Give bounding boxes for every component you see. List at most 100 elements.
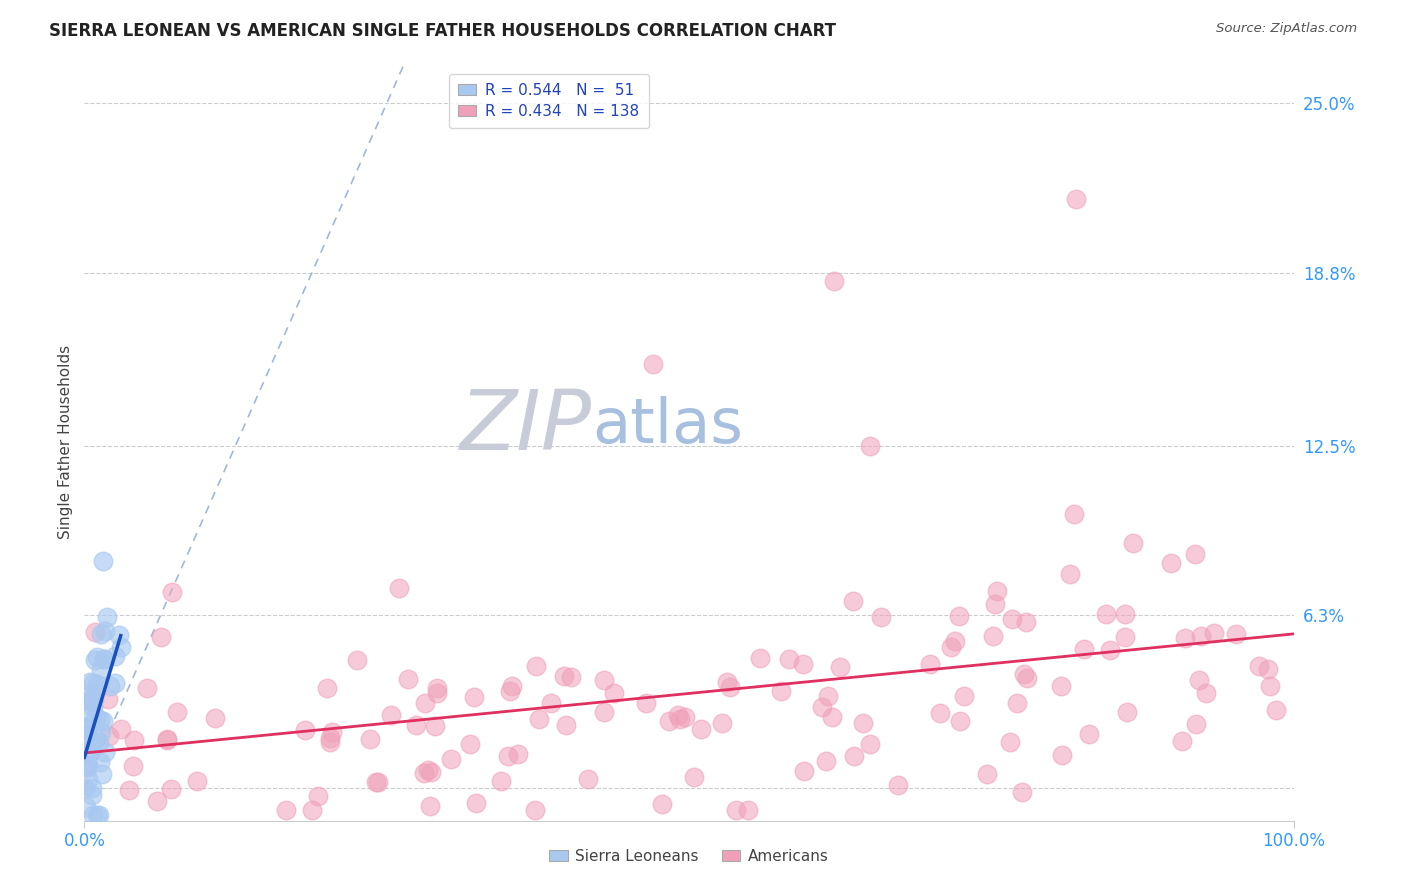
Point bbox=[641, 357, 664, 371]
Point bbox=[440, 752, 463, 766]
Point bbox=[412, 766, 434, 780]
Point bbox=[97, 691, 120, 706]
Point bbox=[1050, 747, 1073, 762]
Point bbox=[93, 624, 115, 638]
Point bbox=[135, 681, 157, 695]
Point bbox=[419, 799, 441, 814]
Point bbox=[423, 719, 446, 733]
Point bbox=[83, 692, 105, 706]
Point bbox=[859, 737, 882, 751]
Point bbox=[1174, 632, 1197, 646]
Point bbox=[1225, 627, 1247, 641]
Point bbox=[364, 774, 387, 789]
Point bbox=[321, 724, 343, 739]
Point bbox=[1063, 507, 1085, 521]
Point bbox=[301, 803, 323, 817]
Point bbox=[77, 706, 100, 720]
Point bbox=[817, 689, 839, 703]
Point bbox=[943, 634, 966, 648]
Point bbox=[554, 718, 576, 732]
Text: Source: ZipAtlas.com: Source: ZipAtlas.com bbox=[1216, 22, 1357, 36]
Point bbox=[294, 723, 316, 737]
Point bbox=[526, 659, 548, 673]
Point bbox=[388, 581, 411, 595]
Point bbox=[122, 732, 145, 747]
Point bbox=[1160, 557, 1182, 571]
Point bbox=[426, 681, 449, 695]
Point bbox=[82, 735, 104, 749]
Point bbox=[76, 757, 98, 772]
Point bbox=[737, 803, 759, 817]
Point bbox=[1195, 686, 1218, 700]
Point bbox=[779, 652, 801, 666]
Point bbox=[948, 608, 970, 623]
Point bbox=[725, 803, 748, 817]
Point bbox=[98, 679, 121, 693]
Point bbox=[73, 720, 96, 734]
Point bbox=[1114, 631, 1136, 645]
Point bbox=[1122, 535, 1144, 549]
Point bbox=[118, 783, 141, 797]
Point bbox=[491, 774, 513, 789]
Point bbox=[464, 796, 486, 810]
Text: SIERRA LEONEAN VS AMERICAN SINGLE FATHER HOUSEHOLDS CORRELATION CHART: SIERRA LEONEAN VS AMERICAN SINGLE FATHER… bbox=[49, 22, 837, 40]
Point bbox=[1064, 192, 1087, 206]
Point bbox=[1114, 607, 1136, 621]
Point bbox=[307, 789, 329, 804]
Point bbox=[186, 773, 208, 788]
Point bbox=[73, 748, 96, 763]
Point bbox=[86, 677, 108, 691]
Point bbox=[527, 712, 550, 726]
Point bbox=[1001, 612, 1024, 626]
Point bbox=[1258, 679, 1281, 693]
Point bbox=[498, 749, 520, 764]
Point bbox=[93, 651, 115, 665]
Y-axis label: Single Father Households: Single Father Households bbox=[58, 344, 73, 539]
Point bbox=[929, 706, 952, 720]
Point bbox=[666, 707, 689, 722]
Point bbox=[499, 684, 522, 698]
Point bbox=[576, 772, 599, 787]
Point bbox=[770, 683, 793, 698]
Legend: Sierra Leoneans, Americans: Sierra Leoneans, Americans bbox=[543, 843, 835, 870]
Point bbox=[830, 659, 852, 673]
Point bbox=[540, 696, 562, 710]
Point bbox=[96, 610, 118, 624]
Point bbox=[870, 610, 893, 624]
Point bbox=[87, 808, 110, 822]
Point bbox=[82, 676, 104, 690]
Point bbox=[716, 674, 738, 689]
Point bbox=[110, 722, 132, 736]
Point bbox=[852, 716, 875, 731]
Point bbox=[810, 700, 832, 714]
Point bbox=[160, 584, 183, 599]
Point bbox=[1095, 607, 1118, 621]
Point bbox=[984, 598, 1007, 612]
Point bbox=[156, 733, 179, 747]
Point bbox=[1257, 662, 1279, 676]
Point bbox=[122, 759, 145, 773]
Point bbox=[204, 711, 226, 725]
Point bbox=[458, 737, 481, 751]
Point bbox=[1005, 696, 1028, 710]
Point bbox=[1078, 727, 1101, 741]
Point bbox=[673, 709, 696, 723]
Point bbox=[1073, 642, 1095, 657]
Point bbox=[146, 794, 169, 808]
Point bbox=[76, 800, 98, 814]
Point bbox=[981, 629, 1004, 643]
Point bbox=[560, 671, 582, 685]
Point bbox=[76, 760, 98, 774]
Point bbox=[416, 763, 439, 777]
Point bbox=[108, 628, 131, 642]
Point bbox=[463, 690, 485, 704]
Point bbox=[1116, 705, 1139, 719]
Point bbox=[82, 700, 104, 714]
Point bbox=[952, 690, 974, 704]
Point bbox=[359, 731, 381, 746]
Point bbox=[420, 764, 443, 779]
Point bbox=[93, 652, 115, 666]
Text: atlas: atlas bbox=[592, 396, 744, 457]
Point bbox=[506, 747, 529, 762]
Point bbox=[73, 721, 96, 735]
